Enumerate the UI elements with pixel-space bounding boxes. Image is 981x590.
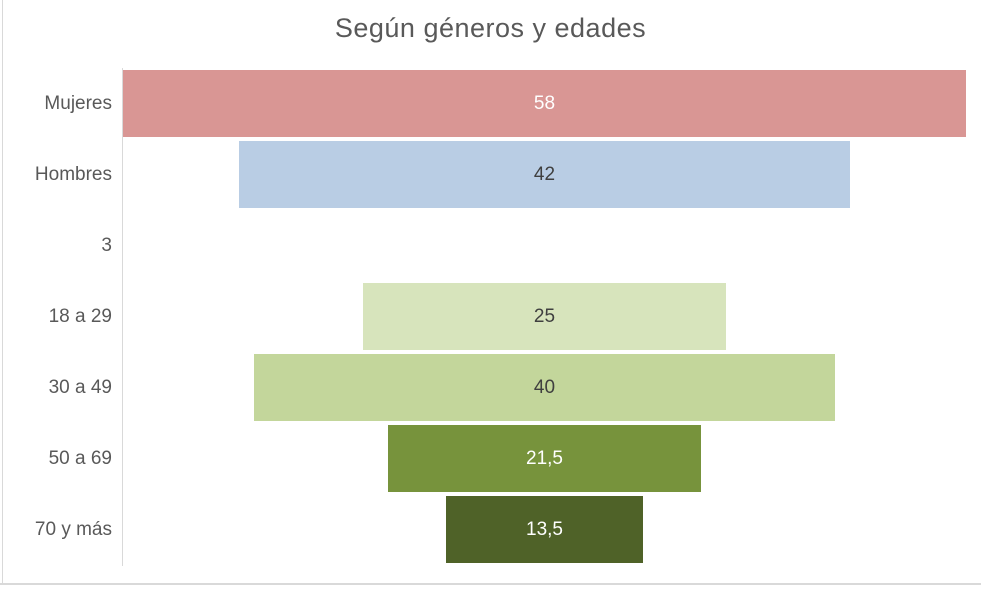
bar-18-a-29: 25 [362,283,727,350]
bar-cell: 58 [123,68,966,139]
value-label: 21,5 [526,447,563,469]
value-label: 58 [533,92,556,114]
bar-cell: 25 [123,281,966,352]
category-label: Hombres [34,163,112,185]
chart-bottom-border [0,583,981,585]
category-label: Mujeres [44,92,112,114]
category-label: 50 a 69 [48,447,112,469]
chart-title: Según géneros y edades [334,13,647,43]
value-label: 42 [533,163,556,185]
bar-cell: 13,5 [123,494,966,565]
bar-50-a-69: 21,5 [388,425,701,492]
chart-left-border [2,0,3,584]
value-label: 13,5 [526,518,563,540]
bar-mujeres: 58 [123,70,966,137]
chart-row: 3 [0,210,966,281]
plot-area: Mujeres 58 Hombres 42 3 1 [0,68,966,565]
value-label: 25 [533,305,556,327]
bar-cell [123,210,966,281]
category-label: 70 y más [34,518,112,540]
chart-row: 30 a 49 40 [0,352,966,423]
bar-30-a-49: 40 [253,354,836,421]
bar-cell: 42 [123,139,966,210]
category-label: 30 a 49 [48,376,112,398]
chart-row: 50 a 69 21,5 [0,423,966,494]
category-label: 18 a 29 [48,305,112,327]
vertical-axis-line [122,68,123,566]
bar-hombres: 42 [239,141,850,208]
chart-row: Mujeres 58 [0,68,966,139]
bar-cell: 40 [123,352,966,423]
chart-row: 70 y más 13,5 [0,494,966,565]
category-label: 3 [101,234,112,256]
bar-cell: 21,5 [123,423,966,494]
chart-row: 18 a 29 25 [0,281,966,352]
bar-70-y-mas: 13,5 [446,496,643,563]
value-label: 40 [533,376,556,398]
chart-row: Hombres 42 [0,139,966,210]
